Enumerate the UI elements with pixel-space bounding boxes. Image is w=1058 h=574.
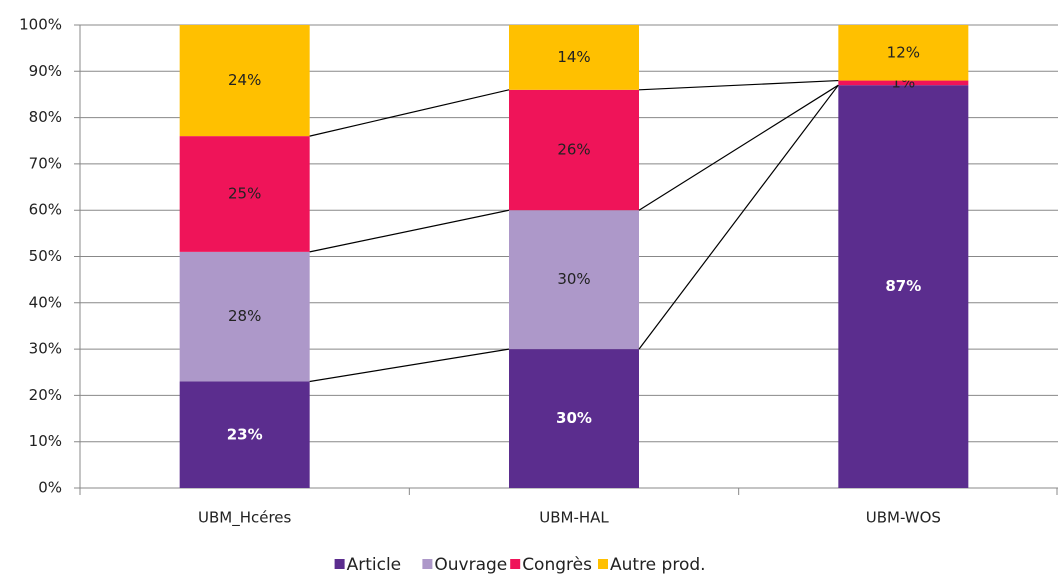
y-tick-label: 10% bbox=[29, 432, 62, 450]
bar-segment bbox=[509, 210, 639, 350]
data-label: 87% bbox=[885, 277, 921, 295]
bar-segment bbox=[179, 381, 310, 488]
legend-swatch bbox=[510, 559, 521, 569]
x-tick-label: UBM-HAL bbox=[539, 509, 609, 527]
y-tick-label: 0% bbox=[38, 479, 62, 497]
data-label: 30% bbox=[557, 270, 590, 288]
legend-swatch bbox=[598, 559, 608, 569]
series-line bbox=[309, 89, 510, 137]
y-tick-label: 30% bbox=[29, 340, 62, 358]
y-tick-label: 50% bbox=[29, 247, 62, 265]
legend-label: Autre prod. bbox=[610, 555, 706, 574]
data-label: 26% bbox=[557, 141, 590, 159]
y-tick-label: 90% bbox=[29, 62, 62, 80]
y-tick-label: 80% bbox=[29, 108, 62, 126]
data-label: 14% bbox=[557, 48, 590, 66]
y-tick-label: 70% bbox=[29, 154, 62, 172]
data-label: 24% bbox=[228, 71, 261, 89]
bar-segment bbox=[179, 25, 310, 137]
series-line bbox=[638, 84, 839, 211]
bar-segment bbox=[509, 89, 639, 211]
y-tick-label: 60% bbox=[29, 201, 62, 219]
bar-segment bbox=[509, 25, 639, 90]
data-label: 25% bbox=[228, 184, 261, 202]
legend-swatch bbox=[422, 559, 433, 569]
series-line bbox=[309, 209, 510, 253]
x-tick-label: UBM-WOS bbox=[866, 509, 941, 527]
data-label: 30% bbox=[556, 409, 592, 427]
bar-segment bbox=[838, 85, 969, 488]
y-tick-label: 40% bbox=[29, 293, 62, 311]
bar-segment bbox=[179, 251, 310, 382]
legend-label: Ouvrage bbox=[434, 555, 507, 574]
bar-segment bbox=[509, 349, 639, 488]
x-tick-label: UBM_Hcéres bbox=[198, 509, 292, 528]
y-tick-label: 20% bbox=[29, 386, 62, 404]
data-label: 23% bbox=[227, 425, 263, 443]
series-line bbox=[638, 84, 839, 350]
y-tick-label: 100% bbox=[19, 16, 62, 34]
bar-segment bbox=[838, 80, 969, 86]
legend-label: Congrès bbox=[522, 555, 592, 574]
legend-swatch bbox=[334, 559, 345, 569]
data-label: 12% bbox=[887, 43, 920, 61]
legend-label: Article bbox=[347, 555, 402, 574]
bar-segment bbox=[838, 25, 969, 81]
bar-segment bbox=[179, 136, 310, 252]
series-line bbox=[309, 348, 510, 383]
data-label: 28% bbox=[228, 307, 261, 325]
series-line bbox=[638, 79, 839, 91]
